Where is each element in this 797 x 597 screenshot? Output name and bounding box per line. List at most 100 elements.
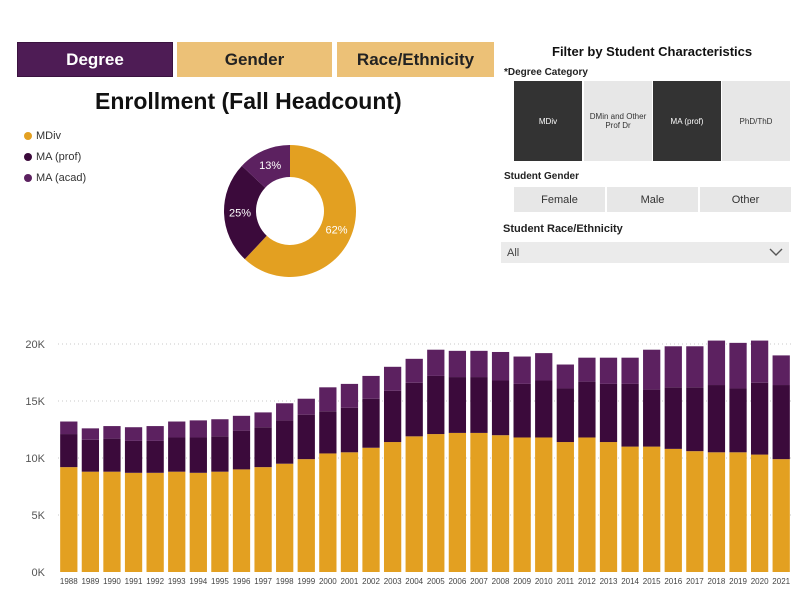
bar-segment[interactable] — [405, 358, 423, 383]
bar-segment[interactable] — [535, 380, 553, 438]
degree-tile-ma-prof[interactable]: MA (prof) — [653, 81, 721, 161]
bar-segment[interactable] — [427, 349, 445, 376]
degree-tile-phd[interactable]: PhD/ThD — [722, 81, 790, 161]
bar-segment[interactable] — [427, 375, 445, 435]
bar-segment[interactable] — [750, 340, 769, 383]
bar-segment[interactable] — [621, 383, 639, 447]
bar-segment[interactable] — [124, 472, 143, 572]
bar-segment[interactable] — [276, 463, 294, 572]
bar-segment[interactable] — [707, 452, 726, 572]
gender-button-female[interactable]: Female — [514, 187, 605, 212]
bar-segment[interactable] — [405, 382, 423, 437]
bar-segment[interactable] — [362, 447, 380, 572]
bar-segment[interactable] — [254, 467, 272, 572]
bar-segment[interactable] — [383, 390, 402, 443]
donut-slice[interactable] — [223, 165, 267, 260]
bar-segment[interactable] — [750, 382, 769, 455]
bar-segment[interactable] — [664, 346, 682, 388]
bar-segment[interactable] — [60, 421, 78, 435]
bar-segment[interactable] — [643, 389, 661, 447]
bar-segment[interactable] — [427, 434, 445, 572]
bar-segment[interactable] — [772, 385, 790, 460]
bar-segment[interactable] — [750, 454, 769, 572]
bar-segment[interactable] — [556, 442, 574, 572]
race-ethnicity-dropdown[interactable]: All — [501, 242, 789, 263]
bar-segment[interactable] — [448, 350, 467, 378]
bar-segment[interactable] — [297, 459, 315, 572]
bar-segment[interactable] — [729, 388, 747, 453]
legend-item-ma-prof[interactable]: MA (prof) — [24, 146, 86, 167]
tab-degree[interactable]: Degree — [17, 42, 173, 77]
bar-segment[interactable] — [81, 439, 100, 472]
bar-segment[interactable] — [686, 346, 704, 388]
bar-segment[interactable] — [103, 438, 121, 472]
bar-segment[interactable] — [362, 398, 380, 448]
bar-segment[interactable] — [211, 471, 229, 572]
bar-segment[interactable] — [81, 428, 100, 440]
legend-item-mdiv[interactable]: MDiv — [24, 125, 86, 146]
bar-segment[interactable] — [211, 419, 229, 437]
bar-segment[interactable] — [491, 351, 510, 381]
bar-segment[interactable] — [340, 452, 359, 572]
bar-segment[interactable] — [340, 407, 359, 453]
bar-segment[interactable] — [535, 353, 553, 381]
bar-segment[interactable] — [146, 472, 164, 572]
bar-segment[interactable] — [556, 388, 574, 443]
bar-segment[interactable] — [535, 437, 553, 572]
bar-segment[interactable] — [60, 434, 78, 468]
bar-segment[interactable] — [405, 436, 423, 572]
bar-segment[interactable] — [578, 381, 596, 438]
bar-segment[interactable] — [513, 356, 531, 384]
bar-segment[interactable] — [146, 440, 164, 473]
bar-segment[interactable] — [707, 385, 726, 453]
bar-segment[interactable] — [189, 437, 207, 473]
bar-segment[interactable] — [254, 412, 272, 428]
bar-segment[interactable] — [686, 451, 704, 572]
degree-tile-dmin[interactable]: DMin and Other Prof Dr — [584, 81, 652, 161]
bar-segment[interactable] — [81, 471, 100, 572]
bar-segment[interactable] — [319, 411, 337, 454]
bar-segment[interactable] — [146, 426, 164, 441]
bar-segment[interactable] — [189, 420, 207, 438]
bar-segment[interactable] — [664, 387, 682, 449]
bar-segment[interactable] — [448, 377, 467, 433]
bar-segment[interactable] — [729, 452, 747, 572]
bar-segment[interactable] — [621, 446, 639, 572]
bar-segment[interactable] — [729, 342, 747, 389]
bar-segment[interactable] — [599, 383, 618, 443]
bar-segment[interactable] — [232, 415, 251, 431]
bar-segment[interactable] — [707, 340, 726, 386]
bar-segment[interactable] — [513, 437, 531, 572]
bar-segment[interactable] — [189, 472, 207, 572]
bar-segment[interactable] — [254, 427, 272, 468]
degree-tile-mdiv[interactable]: MDiv — [514, 81, 582, 161]
tab-race-ethnicity[interactable]: Race/Ethnicity — [337, 42, 494, 77]
bar-segment[interactable] — [168, 421, 186, 438]
bar-segment[interactable] — [297, 414, 315, 460]
bar-segment[interactable] — [103, 426, 121, 439]
bar-segment[interactable] — [168, 471, 186, 572]
bar-segment[interactable] — [470, 377, 488, 433]
legend-item-ma-acad[interactable]: MA (acad) — [24, 167, 86, 188]
bar-segment[interactable] — [124, 427, 143, 441]
bar-segment[interactable] — [643, 349, 661, 390]
bar-segment[interactable] — [276, 403, 294, 421]
bar-segment[interactable] — [448, 432, 467, 572]
bar-segment[interactable] — [276, 420, 294, 464]
bar-segment[interactable] — [383, 442, 402, 572]
bar-segment[interactable] — [232, 469, 251, 572]
bar-segment[interactable] — [470, 350, 488, 378]
bar-segment[interactable] — [103, 471, 121, 572]
bar-segment[interactable] — [599, 357, 618, 384]
bar-segment[interactable] — [578, 357, 596, 382]
bar-segment[interactable] — [513, 383, 531, 438]
bar-segment[interactable] — [491, 380, 510, 436]
bar-segment[interactable] — [621, 357, 639, 384]
bar-segment[interactable] — [168, 437, 186, 472]
bar-segment[interactable] — [297, 398, 315, 415]
bar-segment[interactable] — [664, 448, 682, 572]
bar-segment[interactable] — [340, 383, 359, 408]
bar-segment[interactable] — [643, 446, 661, 572]
bar-segment[interactable] — [232, 430, 251, 470]
bar-segment[interactable] — [772, 459, 790, 572]
